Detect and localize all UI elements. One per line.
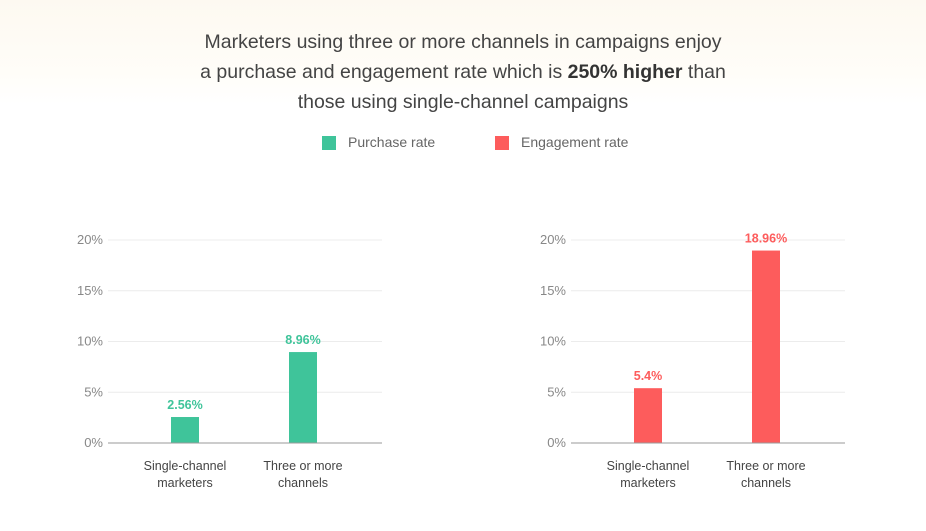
headline-line-2: a purchase and engagement rate which is … [0, 57, 926, 87]
bar-single-channel [634, 388, 662, 443]
headline-highlight: 250% higher [567, 61, 683, 84]
legend-label-purchase-rate: Purchase rate [348, 134, 436, 150]
y-tick-label: 10% [540, 334, 566, 349]
y-tick-label: 20% [77, 232, 103, 247]
category-label-line-1: Single-channel [607, 459, 690, 473]
headline-line-2-end: than [682, 61, 726, 84]
header-background [0, 0, 926, 104]
category-label-line-2: channels [278, 476, 328, 490]
y-tick-label: 10% [77, 334, 103, 349]
bar-single-channel [171, 417, 199, 443]
data-label: 5.4% [634, 369, 663, 383]
y-tick-label: 5% [84, 384, 103, 399]
bar-three-or-more [752, 250, 780, 443]
category-label-line-2: marketers [620, 476, 676, 490]
legend-swatch-purchase-rate [322, 136, 336, 150]
category-label-line-1: Three or more [726, 459, 805, 473]
headline-line-2-start: a purchase and engagement rate which is [200, 61, 568, 84]
category-label-line-1: Single-channel [144, 459, 227, 473]
category-label-line-2: marketers [157, 476, 213, 490]
legend: Purchase rate Engagement rate [0, 133, 926, 153]
headline-line-1: Marketers using three or more channels i… [204, 31, 722, 54]
data-label: 8.96% [285, 333, 320, 347]
y-tick-label: 15% [540, 283, 566, 298]
legend-label-engagement-rate: Engagement rate [521, 134, 629, 150]
category-label-line-1: Three or more [263, 459, 342, 473]
bar-three-or-more [289, 352, 317, 443]
engagement-rate-chart: 0% 5% 10% 15% 20% 5.4% 18.96% Single-channel mar… [540, 232, 845, 490]
y-tick-label: 20% [540, 232, 566, 247]
headline-line-3: those using single-channel campaigns [297, 91, 629, 114]
legend-swatch-engagement-rate [495, 136, 509, 150]
headline: Marketers using three or more channels i… [0, 27, 926, 117]
y-tick-label: 15% [77, 283, 103, 298]
y-tick-label: 5% [547, 384, 566, 399]
purchase-rate-chart: 0% 5% 10% 15% 20% 2.56% 8.96% Single-channel mar… [77, 232, 382, 490]
data-label: 18.96% [745, 232, 787, 246]
data-label: 2.56% [167, 398, 202, 412]
category-label-line-2: channels [741, 476, 791, 490]
y-tick-label: 0% [547, 435, 566, 450]
y-tick-label: 0% [84, 435, 103, 450]
